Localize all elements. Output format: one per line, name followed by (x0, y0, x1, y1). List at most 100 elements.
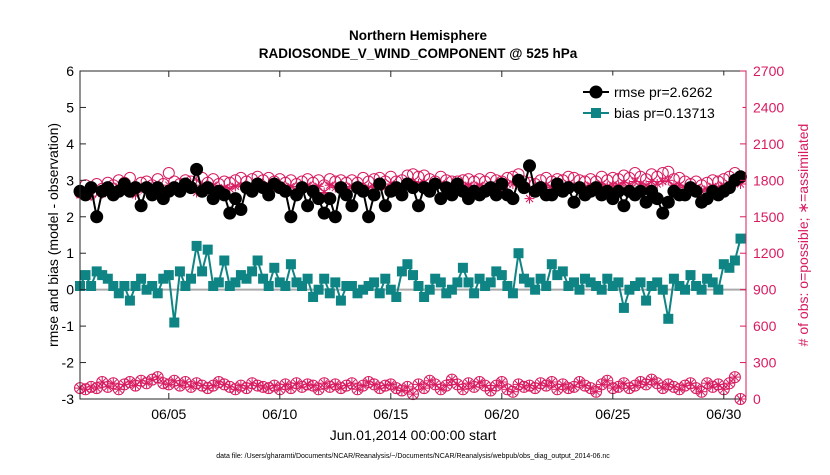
obs-lower-asterisk-stroke (631, 381, 639, 390)
obs-lower-asterisk-stroke (603, 376, 612, 385)
bias-point (258, 273, 269, 284)
obs-assimilated-point (524, 193, 535, 204)
bias-point (691, 281, 702, 291)
x-axis-label: Jun.01,2014 00:00:00 start (330, 427, 497, 443)
rmse-point (295, 181, 309, 195)
legend: rmse pr=2.6262 bias pr=0.13713 (577, 75, 743, 127)
chart-title-line-1: Northern Hemisphere (349, 28, 488, 43)
legend-rmse-label: rmse pr=2.6262 (614, 84, 713, 100)
bias-point (524, 277, 535, 288)
obs-lower-asterisk-stroke (109, 379, 118, 388)
rmse-point (90, 210, 104, 224)
bias-point (197, 266, 208, 277)
bias-point (635, 277, 646, 288)
bias-point (191, 240, 202, 251)
obs-lower-asterisk-stroke (425, 376, 434, 385)
obs-lower-asterisk-stroke (209, 381, 218, 390)
bias-point (663, 313, 674, 324)
bias-point (119, 281, 130, 291)
obs-lower-asterisk-stroke (553, 385, 562, 394)
y-right-tick-label: 1800 (753, 172, 784, 188)
bias-point (474, 273, 485, 284)
bias-point (735, 233, 746, 244)
rmse-point (223, 206, 237, 220)
obs-lower-asterisk-stroke (353, 385, 362, 394)
rmse-point (84, 181, 98, 195)
obs-lower-asterisk-stroke (431, 380, 440, 389)
y-left-tick-label: 1 (66, 245, 74, 261)
obs-lower-asterisk (507, 386, 518, 397)
obs-lower-asterisk-stroke (436, 385, 445, 394)
legend-bias-marker (591, 108, 601, 118)
rmse-series (73, 159, 747, 224)
obs-lower-asterisk-stroke (398, 386, 406, 395)
bias-point (152, 288, 163, 299)
bias-point (552, 270, 563, 281)
obs-lower-asterisk-stroke (447, 375, 456, 384)
axes-group: -3 -2 -1 0 1 2 3 4 5 6 0 300 600 900 1200 1500 1800 2100 2… (62, 63, 785, 422)
bias-point (169, 317, 180, 328)
bias-point (136, 273, 147, 284)
rmse-point (184, 181, 198, 195)
bias-point (102, 273, 113, 284)
rmse-point (301, 199, 315, 213)
obs-lower-asterisk-stroke (359, 381, 367, 390)
obs-lower-circle (407, 388, 419, 401)
obs-lower-asterisk-stroke (675, 385, 684, 394)
rmse-point (345, 199, 359, 213)
obs-lower-asterisk-stroke (281, 380, 290, 389)
obs-lower-asterisk (596, 379, 607, 390)
rmse-point (561, 181, 575, 195)
bias-point (441, 288, 452, 299)
bias-point (91, 266, 102, 277)
bias-point (563, 281, 574, 291)
rmse-point (328, 210, 342, 224)
obs-lower-asterisk-stroke (620, 379, 628, 388)
obs-lower-asterisk-stroke (653, 379, 662, 388)
obs-lower-asterisk-stroke (309, 381, 317, 390)
rmse-point (661, 195, 675, 209)
rmse-point (495, 177, 509, 191)
obs-assimilated-point-stroke (325, 181, 334, 190)
data-file-footnote: data file: /Users/gharamti/Documents/NCA… (216, 453, 610, 460)
rmse-point (362, 210, 376, 224)
x-tick-label: 06/05 (151, 406, 186, 422)
bias-point (585, 277, 596, 288)
y-right-tick-label: 1200 (753, 245, 784, 261)
bias-point (363, 281, 374, 291)
rmse-point (262, 188, 276, 202)
rmse-point (367, 188, 381, 202)
obs-lower-asterisk-stroke (658, 384, 667, 392)
y-axis-right-label: # of obs: o=possible; ∗=assimilated (795, 124, 811, 347)
obs-lower-asterisk (402, 381, 413, 392)
obs-lower-asterisk (574, 377, 585, 387)
y-right-tick-label: 300 (753, 355, 777, 371)
bias-point (241, 273, 252, 284)
bias-point (124, 295, 135, 306)
obs-lower-asterisk-stroke (686, 379, 695, 388)
bias-point (308, 292, 319, 302)
obs-lower-asterisk-stroke (542, 381, 551, 390)
rmse-point (434, 192, 448, 206)
obs-lower-asterisk (646, 374, 657, 385)
bias-point (180, 281, 191, 291)
legend-box (577, 75, 743, 127)
obs-lower-asterisk (729, 372, 740, 383)
bias-point (485, 277, 496, 288)
rmse-point (506, 192, 520, 206)
obs-assimilated-point-stroke (231, 182, 240, 191)
bias-point (513, 248, 524, 259)
bias-point (419, 292, 430, 302)
rmse-point (317, 206, 331, 220)
bias-point (163, 270, 174, 281)
y-left-tick-label: 4 (66, 136, 74, 152)
chart-title-line-2: RADIOSONDE_V_WIND_COMPONENT @ 525 hPa (259, 46, 578, 61)
bias-point (86, 281, 97, 291)
bias-point (369, 277, 380, 288)
bias-point (402, 259, 413, 270)
bias-point (424, 284, 435, 295)
x-tick-label: 06/10 (262, 406, 297, 422)
rmse-point (611, 184, 625, 198)
obs-lower-asterisk-stroke (492, 381, 501, 390)
bias-point (469, 288, 480, 299)
